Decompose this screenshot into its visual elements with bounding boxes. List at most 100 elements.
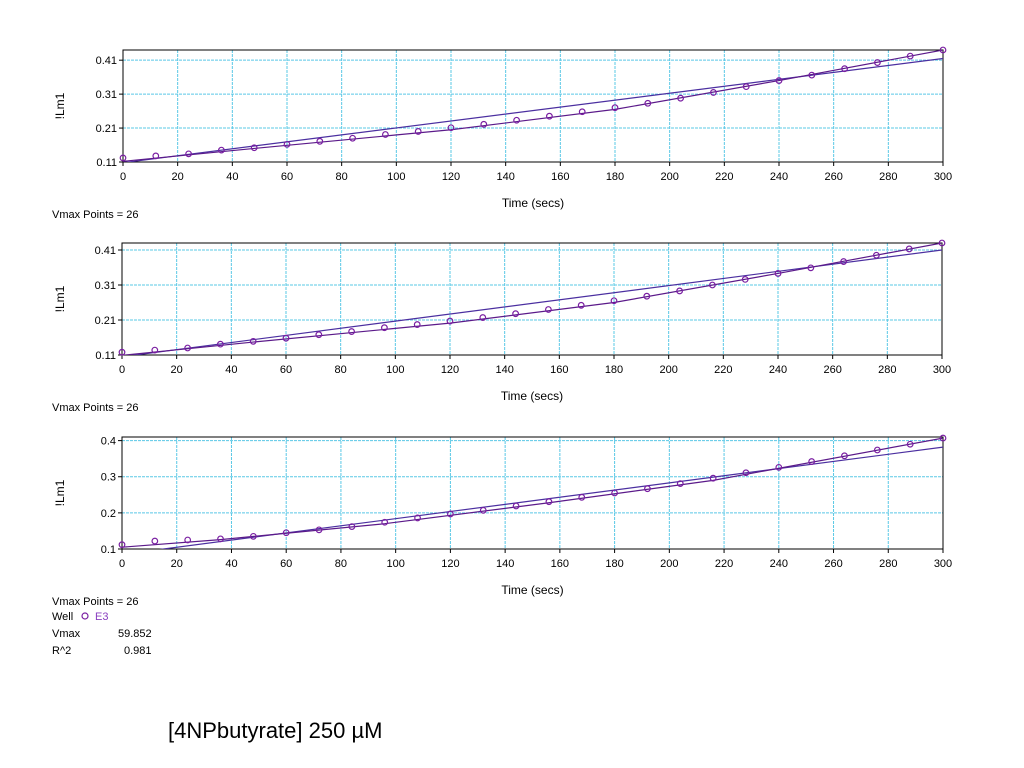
x-tick-label: 300	[934, 171, 952, 183]
data-point	[413, 321, 421, 328]
data-point	[775, 463, 783, 471]
data-point	[905, 245, 913, 253]
data-point	[841, 452, 848, 460]
data-point	[808, 458, 816, 465]
x-axis-title: Time (secs)	[502, 196, 564, 210]
data-point	[348, 328, 356, 335]
data-point	[808, 71, 816, 79]
x-tick-label: 140	[496, 558, 514, 570]
y-tick-label: 0.3	[101, 472, 116, 484]
legend-well-label: Well	[52, 611, 73, 623]
data-point	[644, 99, 652, 107]
data-point	[644, 485, 651, 493]
data-point	[151, 537, 159, 545]
trace-line	[123, 50, 943, 162]
data-point	[184, 344, 192, 352]
plot-frame	[121, 436, 944, 550]
data-point	[906, 440, 914, 448]
data-point	[938, 239, 946, 247]
data-point	[610, 297, 618, 305]
vmax-points-label: Vmax Points = 26	[52, 596, 139, 608]
chart-panel-3: 0 20 40 60 80 100 120 140 160 180 200 220 240 260 280 3…	[52, 434, 952, 608]
y-tick-label: 0.21	[95, 315, 116, 327]
x-tick-label: 300	[934, 558, 952, 570]
data-point	[774, 270, 782, 277]
x-tick-label: 280	[878, 364, 896, 376]
legend-r2-value: 0.981	[124, 645, 152, 657]
y-tick-label: 0.31	[95, 280, 116, 292]
plot-area	[123, 50, 943, 162]
data-point	[710, 89, 717, 96]
x-tick-label: 120	[442, 171, 460, 183]
data-point	[315, 331, 323, 339]
data-point	[643, 292, 651, 300]
vmax-points-label: Vmax Points = 26	[52, 402, 139, 414]
data-point	[479, 314, 487, 321]
data-point	[676, 480, 684, 488]
x-tick-label: 300	[933, 364, 951, 376]
x-tick-label: 160	[550, 364, 568, 376]
y-tick-label: 0.31	[96, 89, 117, 101]
data-point	[546, 112, 553, 120]
x-tick-label: 260	[824, 558, 842, 570]
legend-r2-label: R^2	[52, 645, 71, 657]
x-tick-label: 180	[605, 364, 623, 376]
y-axis-title: !Lm1	[53, 92, 67, 119]
footer-caption: [4NPbutyrate] 250 µM	[168, 718, 383, 743]
legend-vmax-value: 59.852	[118, 628, 152, 640]
x-tick-label: 100	[387, 171, 405, 183]
data-point	[382, 131, 389, 138]
chart-panel-1: 0 20 40 60 80 100 120 140 160 180 200 220 240 260 280 3…	[52, 46, 952, 221]
data-point	[249, 337, 257, 345]
y-axis-title: !Lm1	[53, 479, 67, 506]
data-point	[316, 137, 324, 145]
x-tick-label: 40	[226, 171, 238, 183]
x-tick-label: 180	[606, 171, 624, 183]
data-point	[118, 541, 126, 549]
y-tick-label: 0.11	[96, 157, 117, 169]
x-tick-label: 180	[605, 558, 623, 570]
y-tick-label: 0.41	[95, 245, 116, 257]
data-point	[414, 128, 422, 135]
data-point	[807, 264, 815, 272]
chart-panels: 0 20 40 60 80 100 120 140 160 180 200 220 240 260 280 3…	[52, 46, 952, 608]
x-tick-label: 80	[335, 364, 347, 376]
x-tick-label: 240	[770, 558, 788, 570]
x-tick-label: 40	[225, 558, 237, 570]
data-point	[480, 120, 488, 128]
plot-frame	[121, 242, 943, 356]
data-point	[479, 506, 487, 514]
data-point	[677, 94, 684, 102]
vmax-points-label: Vmax Points = 26	[52, 209, 139, 221]
x-tick-label: 140	[496, 171, 514, 183]
x-tick-label: 100	[386, 364, 404, 376]
x-tick-label: 100	[386, 558, 404, 570]
x-tick-label: 120	[441, 558, 459, 570]
data-point	[118, 348, 126, 356]
data-point	[414, 514, 421, 522]
x-tick-label: 200	[659, 364, 677, 376]
data-point	[873, 251, 880, 259]
y-tick-label: 0.4	[101, 436, 116, 448]
x-tick-label: 140	[495, 364, 513, 376]
x-tick-label: 20	[172, 171, 184, 183]
data-point	[709, 281, 716, 289]
data-point	[841, 65, 848, 73]
trace-line	[122, 243, 942, 355]
plot-frame	[122, 49, 944, 163]
data-point	[676, 287, 683, 295]
legend-marker-icon	[81, 612, 89, 620]
data-point	[381, 324, 388, 332]
x-tick-label: 200	[660, 558, 678, 570]
data-point	[513, 116, 520, 124]
legend-vmax-label: Vmax	[52, 628, 81, 640]
data-point	[512, 502, 520, 510]
data-point	[216, 340, 224, 348]
plot-content	[122, 243, 942, 355]
plot-area	[122, 437, 943, 549]
data-point	[381, 518, 389, 526]
x-tick-label: 280	[879, 558, 897, 570]
x-tick-label: 220	[715, 558, 733, 570]
x-tick-label: 0	[119, 364, 125, 376]
x-tick-label: 240	[770, 171, 788, 183]
